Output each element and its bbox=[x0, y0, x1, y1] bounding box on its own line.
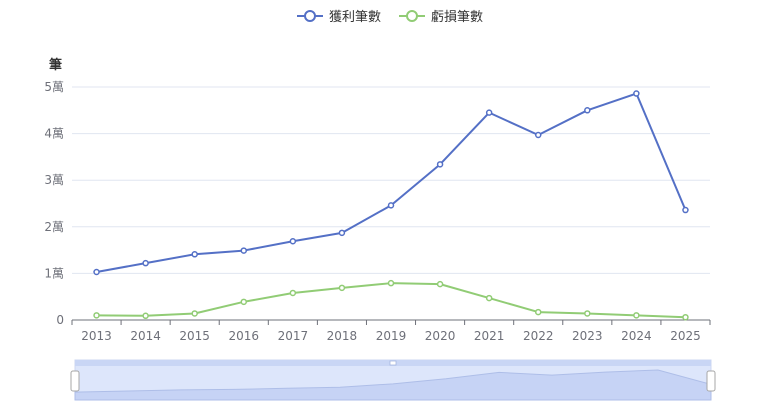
data-point[interactable] bbox=[142, 312, 149, 320]
legend-label-profit: 獲利筆數 bbox=[328, 10, 381, 25]
data-point[interactable] bbox=[485, 294, 493, 302]
x-tick-label: 2022 bbox=[523, 329, 554, 343]
y-tick-label: 1萬 bbox=[44, 266, 64, 280]
x-tick-label: 2013 bbox=[81, 329, 112, 343]
x-tick-label: 2020 bbox=[425, 329, 456, 343]
y-tick-label: 4萬 bbox=[44, 127, 64, 141]
data-point[interactable] bbox=[338, 229, 346, 237]
data-point[interactable] bbox=[682, 206, 689, 214]
data-point[interactable] bbox=[191, 310, 198, 317]
y-tick-label: 2萬 bbox=[44, 220, 64, 234]
data-point[interactable] bbox=[191, 251, 198, 258]
data-point[interactable] bbox=[387, 279, 395, 287]
data-point[interactable] bbox=[584, 107, 591, 114]
data-point[interactable] bbox=[633, 312, 640, 319]
y-tick-label: 3萬 bbox=[44, 173, 64, 187]
legend-line-icon bbox=[296, 9, 323, 22]
datazoom-right-handle[interactable] bbox=[706, 370, 716, 392]
x-tick-label: 2017 bbox=[278, 329, 309, 343]
legend: 獲利筆數 虧損筆數 bbox=[0, 6, 780, 25]
data-point[interactable] bbox=[338, 284, 346, 292]
data-point[interactable] bbox=[534, 131, 542, 139]
data-point[interactable] bbox=[93, 312, 100, 319]
y-axis-unit-label: 筆 bbox=[49, 58, 63, 73]
x-tick-label: 2016 bbox=[228, 329, 259, 343]
y-tick-label: 5萬 bbox=[44, 80, 64, 94]
series-line-2 bbox=[96, 282, 686, 319]
datazoom-left-handle[interactable] bbox=[70, 370, 80, 392]
legend-line-icon bbox=[399, 9, 425, 22]
data-point[interactable] bbox=[436, 280, 444, 288]
series-line-1 bbox=[96, 92, 687, 273]
data-point[interactable] bbox=[289, 289, 297, 297]
data-point[interactable] bbox=[682, 313, 689, 321]
x-tick-label: 2018 bbox=[327, 329, 358, 343]
legend-item-profit[interactable]: 獲利筆數 bbox=[296, 6, 381, 25]
datazoom-move-handle[interactable] bbox=[389, 360, 397, 366]
data-point[interactable] bbox=[436, 161, 444, 168]
data-point[interactable] bbox=[387, 202, 395, 209]
x-tick-label: 2015 bbox=[179, 329, 210, 343]
data-point[interactable] bbox=[142, 259, 149, 267]
x-tick-label: 2014 bbox=[130, 329, 161, 343]
datazoom-preview-area bbox=[74, 369, 712, 401]
data-point[interactable] bbox=[534, 308, 542, 316]
x-tick-label: 2019 bbox=[376, 329, 407, 343]
data-point[interactable] bbox=[240, 298, 248, 306]
x-tick-label: 2025 bbox=[670, 329, 701, 343]
data-point[interactable] bbox=[93, 268, 100, 276]
y-tick-label: 0 bbox=[56, 313, 64, 327]
data-point[interactable] bbox=[240, 247, 248, 254]
data-point[interactable] bbox=[633, 90, 640, 97]
legend-label-loss: 虧損筆數 bbox=[431, 10, 484, 25]
data-point[interactable] bbox=[289, 237, 297, 245]
x-tick-label: 2024 bbox=[621, 329, 652, 343]
x-tick-label: 2021 bbox=[474, 329, 505, 343]
legend-item-loss[interactable]: 虧損筆數 bbox=[399, 6, 483, 25]
data-point[interactable] bbox=[485, 109, 493, 116]
data-point[interactable] bbox=[584, 310, 591, 317]
x-tick-label: 2023 bbox=[572, 329, 603, 343]
